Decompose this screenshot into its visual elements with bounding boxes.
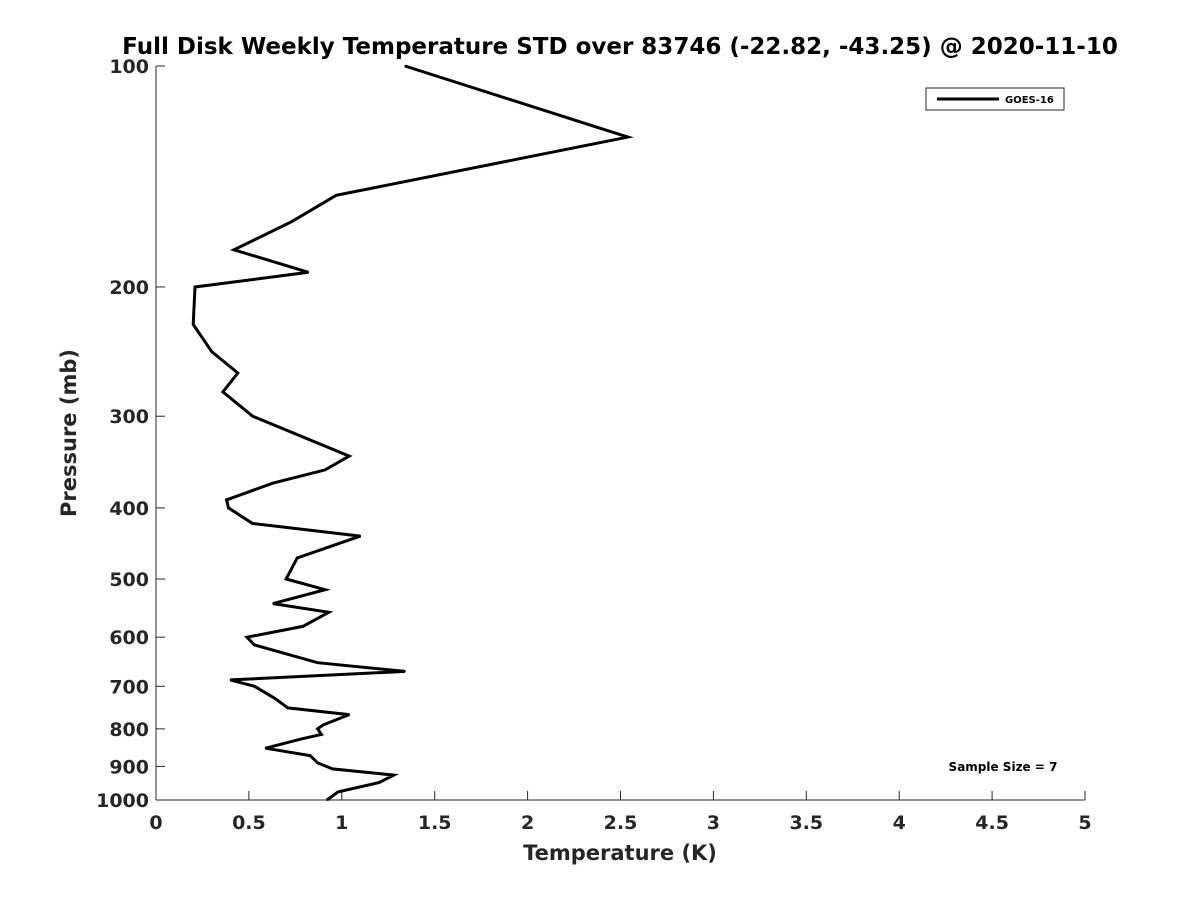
data-point: [300, 738, 302, 740]
plot-area: [155, 66, 1085, 801]
data-point: [324, 588, 326, 591]
legend-label: GOES-16: [1005, 95, 1054, 106]
legend: GOES-16: [925, 87, 1065, 111]
data-point: [272, 482, 274, 484]
series-line-goes-16: [191, 64, 634, 802]
data-point: [272, 602, 274, 605]
series-points: [192, 65, 629, 801]
sample-size-annotation: Sample Size = 7: [949, 760, 1058, 774]
x-axis-ticks: 0 0.5 1 1.5 2 2.5 3 3.5 4 4.5 5: [149, 791, 1092, 834]
data-point: [251, 522, 254, 525]
data-point: [404, 670, 406, 673]
data-point: [222, 391, 224, 393]
y-tick-label: 900: [109, 756, 149, 778]
data-point: [274, 697, 276, 700]
data-point: [348, 713, 351, 716]
data-point: [290, 220, 293, 223]
data-point: [302, 625, 304, 628]
y-tick-label: 600: [109, 627, 149, 649]
data-point: [225, 499, 228, 501]
x-tick-label: 5: [1078, 812, 1091, 834]
data-point: [253, 644, 256, 646]
y-tick-label: 200: [109, 277, 149, 299]
data-point: [309, 754, 312, 757]
chart-title: Full Disk Weekly Temperature STD over 83…: [122, 34, 1118, 60]
plot-background: [156, 66, 1085, 800]
data-point: [246, 636, 248, 638]
data-point: [322, 724, 325, 726]
data-point: [210, 350, 213, 353]
data-point: [285, 578, 287, 580]
data-point: [251, 415, 254, 418]
y-tick-label: 1000: [96, 790, 149, 812]
y-tick-label: 500: [109, 569, 149, 591]
data-point: [337, 791, 339, 793]
data-point: [348, 455, 351, 457]
data-point: [194, 286, 196, 288]
y-tick-label: 400: [109, 498, 149, 520]
x-tick-label: 2: [521, 812, 534, 834]
data-point: [378, 781, 380, 784]
y-tick-label: 700: [109, 676, 149, 698]
x-tick-label: 3.5: [789, 812, 823, 834]
data-point: [326, 799, 328, 801]
data-point: [307, 271, 310, 274]
x-tick-label: 2.5: [604, 812, 638, 834]
x-tick-label: 4: [893, 812, 906, 834]
data-point: [627, 136, 629, 138]
data-point: [237, 372, 239, 374]
data-point: [227, 507, 230, 509]
data-point: [287, 707, 289, 709]
data-point: [264, 747, 267, 749]
data-point: [324, 469, 326, 471]
y-axis-label: Pressure (mb): [57, 349, 81, 517]
data-point: [316, 728, 319, 730]
data-point: [331, 768, 334, 770]
y-tick-label: 300: [109, 406, 149, 428]
data-point: [328, 611, 330, 614]
x-tick-label: 4.5: [975, 812, 1009, 834]
data-point: [296, 557, 299, 559]
y-axis-ticks: 100 200 300 400 500 600 700 800 900 1000: [96, 56, 165, 812]
data-point: [335, 194, 338, 197]
x-axis-label: Temperature (K): [523, 841, 717, 865]
data-point: [320, 733, 323, 736]
data-point: [229, 679, 232, 681]
data-point: [404, 65, 406, 67]
x-tick-label: 1.5: [418, 812, 452, 834]
data-point: [316, 661, 319, 664]
x-tick-label: 1: [335, 812, 348, 834]
x-tick-label: 3: [707, 812, 720, 834]
x-tick-label: 0: [149, 812, 162, 834]
data-point: [393, 774, 395, 776]
data-point: [233, 249, 235, 251]
data-point: [253, 685, 256, 688]
x-tick-label: 0.5: [232, 812, 266, 834]
data-point: [316, 762, 319, 764]
data-point: [359, 535, 362, 537]
data-point: [192, 323, 194, 326]
y-tick-label: 800: [109, 719, 149, 741]
y-tick-label: 100: [109, 56, 149, 78]
